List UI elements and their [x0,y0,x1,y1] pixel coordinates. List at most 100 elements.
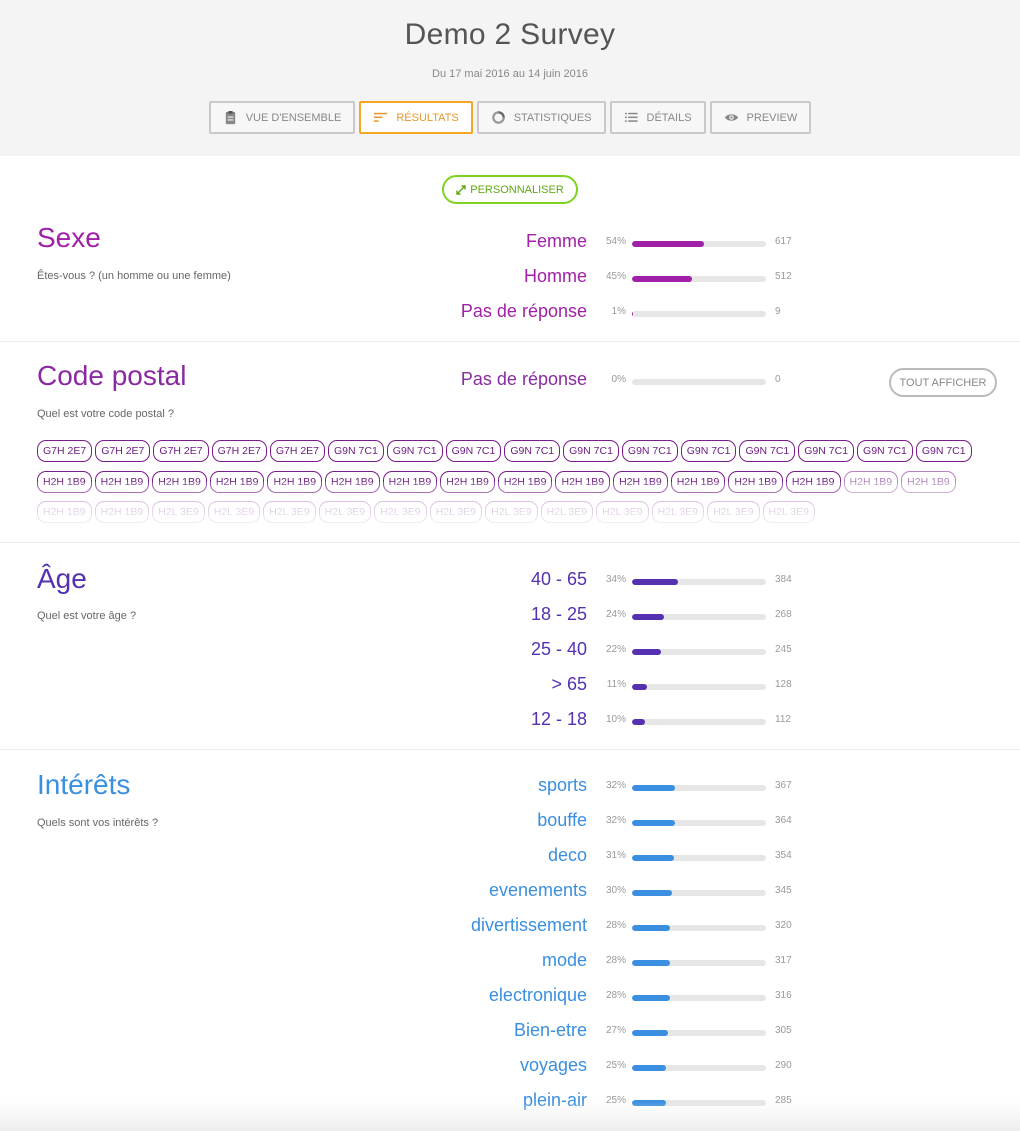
postal-code-chip[interactable]: H2H 1B9 [843,470,899,493]
postal-code-chip[interactable]: H2L 3E9 [596,501,649,524]
postal-code-chip[interactable]: H2H 1B9 [901,470,956,493]
postal-code-chip[interactable]: H2H 1B9 [94,501,150,524]
answer-bar-track [632,379,766,385]
answer-percent: 28% [605,920,626,931]
postal-code-chip[interactable]: G9N 7C1 [621,440,678,462]
postal-code-chip[interactable]: G9N 7C1 [915,440,972,462]
postal-code-chip[interactable]: H2H 1B9 [670,470,726,493]
postal-code-chip[interactable]: H2L 3E9 [540,501,594,524]
answer-bar-fill [632,785,675,791]
postal-code-chip[interactable]: G9N 7C1 [328,440,384,462]
answer-percent: 25% [605,1060,626,1071]
postal-code-chip[interactable]: H2L 3E9 [707,501,760,524]
answer-row: Bien-etre 27% 305 [0,1020,1020,1055]
tab-statistiques[interactable]: STATISTIQUES [476,101,606,134]
postal-code-chip[interactable]: G7H 2E7 [269,440,326,462]
postal-code-chip[interactable]: H2H 1B9 [785,470,841,493]
answer-count: 367 [775,780,792,791]
answer-count: 384 [775,574,792,585]
answer-bar-fill [632,276,693,282]
postal-code-chip[interactable]: H2L 3E9 [651,501,705,524]
answer-row: sports 32% 367 [0,775,1020,810]
answer-row: Homme 45% 512 [0,266,1020,301]
postal-code-chip[interactable]: H2L 3E9 [762,501,816,524]
postal-code-chip[interactable]: H2L 3E9 [374,501,427,524]
answer-percent: 27% [605,1025,626,1036]
postal-code-chip[interactable]: H2H 1B9 [152,470,207,493]
question-subtitle: Quel est votre âge ? [37,610,137,622]
postal-code-chip[interactable]: H2L 3E9 [318,501,372,524]
answer-bar-fill [632,890,673,896]
postal-code-chip[interactable]: G7H 2E7 [211,440,267,462]
postal-code-chip[interactable]: H2H 1B9 [37,470,92,493]
answer-count: 317 [775,955,792,966]
postal-code-chip[interactable]: G9N 7C1 [857,440,913,462]
answer-label: 12 - 18 [530,709,587,729]
question-sexe: Sexe Êtes-vous ? (un homme ou une femme)… [0,206,1020,342]
postal-code-chip[interactable]: H2H 1B9 [613,470,668,493]
answer-row: 12 - 18 10% 112 [0,709,1020,744]
postal-code-chip[interactable]: G7H 2E7 [153,440,209,462]
answer-bar-fill [632,579,678,585]
tab-vue-ensemble[interactable]: VUE D'ENSEMBLE [208,101,356,134]
postal-code-chip[interactable]: G9N 7C1 [680,440,737,462]
postal-code-chip[interactable]: H2H 1B9 [440,470,495,493]
tab-label: VUE D'ENSEMBLE [245,111,342,124]
question-interets: Intérêts Quels sont vos intérêts ? sport… [0,750,1020,1131]
postal-code-chip[interactable]: G9N 7C1 [386,440,443,462]
answer-bar-track [632,311,766,317]
postal-code-chip[interactable]: H2H 1B9 [37,501,92,524]
postal-code-chip[interactable]: G7H 2E7 [37,440,93,462]
postal-code-chip[interactable]: G9N 7C1 [445,440,502,462]
answer-bar-fill [632,719,646,725]
postal-code-chip[interactable]: H2H 1B9 [555,470,611,493]
show-all-button[interactable]: TOUT AFFICHER [889,368,997,397]
postal-code-chip[interactable]: H2L 3E9 [207,501,261,524]
answer-count: 245 [775,644,792,655]
postal-code-chip[interactable]: G7H 2E7 [95,440,151,462]
postal-code-chip[interactable]: G9N 7C1 [798,440,855,462]
ring-chart-icon [491,111,505,124]
customize-button[interactable]: PERSONNALISER [442,175,578,204]
answer-percent: 10% [605,714,626,725]
postal-code-chips: G7H 2E7 G7H 2E7 G7H 2E7 G7H 2E7 G7H 2E7 G9N 7… [37,440,987,528]
postal-code-chip[interactable]: H2H 1B9 [94,470,150,493]
answer-label: 40 - 65 [530,569,587,589]
answer-bar-track [632,855,766,861]
tab-resultats[interactable]: RÉSULTATS [359,101,473,134]
postal-code-chip[interactable]: H2H 1B9 [267,470,323,493]
answer-percent: 28% [605,990,626,1001]
answer-bar-fill [632,241,705,247]
clipboard-icon [225,110,235,125]
answer-count: 285 [775,1095,792,1106]
answer-label: sports [537,775,587,795]
postal-code-chip[interactable]: H2H 1B9 [497,470,553,493]
postal-code-chip[interactable]: H2H 1B9 [728,470,783,493]
answer-bar-fill [632,649,662,655]
answer-bar-fill [632,614,665,620]
tab-details[interactable]: DÉTAILS [609,101,706,134]
postal-code-chip[interactable]: H2L 3E9 [263,501,316,524]
postal-code-chip[interactable]: H2L 3E9 [485,501,538,524]
answer-bar-track [632,960,766,966]
answer-percent: 22% [605,644,626,655]
postal-code-chip[interactable]: H2L 3E9 [152,501,205,524]
postal-code-chip[interactable]: G9N 7C1 [739,440,796,462]
answer-row: 40 - 65 34% 384 [0,569,1020,604]
postal-code-chip[interactable]: H2H 1B9 [209,470,265,493]
tab-preview[interactable]: PREVIEW [709,101,812,134]
answer-count: 345 [775,885,792,896]
postal-code-chip[interactable]: G9N 7C1 [504,440,561,462]
postal-code-chip[interactable]: H2H 1B9 [325,470,380,493]
answer-bar-track [632,614,766,620]
postal-code-chip[interactable]: H2L 3E9 [429,501,483,524]
answer-bar-track [632,684,766,690]
eye-icon [724,114,738,121]
answer-label: Femme [525,231,587,251]
postal-code-chip[interactable]: H2H 1B9 [382,470,438,493]
postal-code-chip[interactable]: G9N 7C1 [563,440,619,462]
answer-bar-track [632,276,766,282]
answer-bar-track [632,719,766,725]
question-age: Âge Quel est votre âge ? 40 - 65 34% 384 18… [0,543,1020,750]
answer-label: divertissement [470,915,587,935]
